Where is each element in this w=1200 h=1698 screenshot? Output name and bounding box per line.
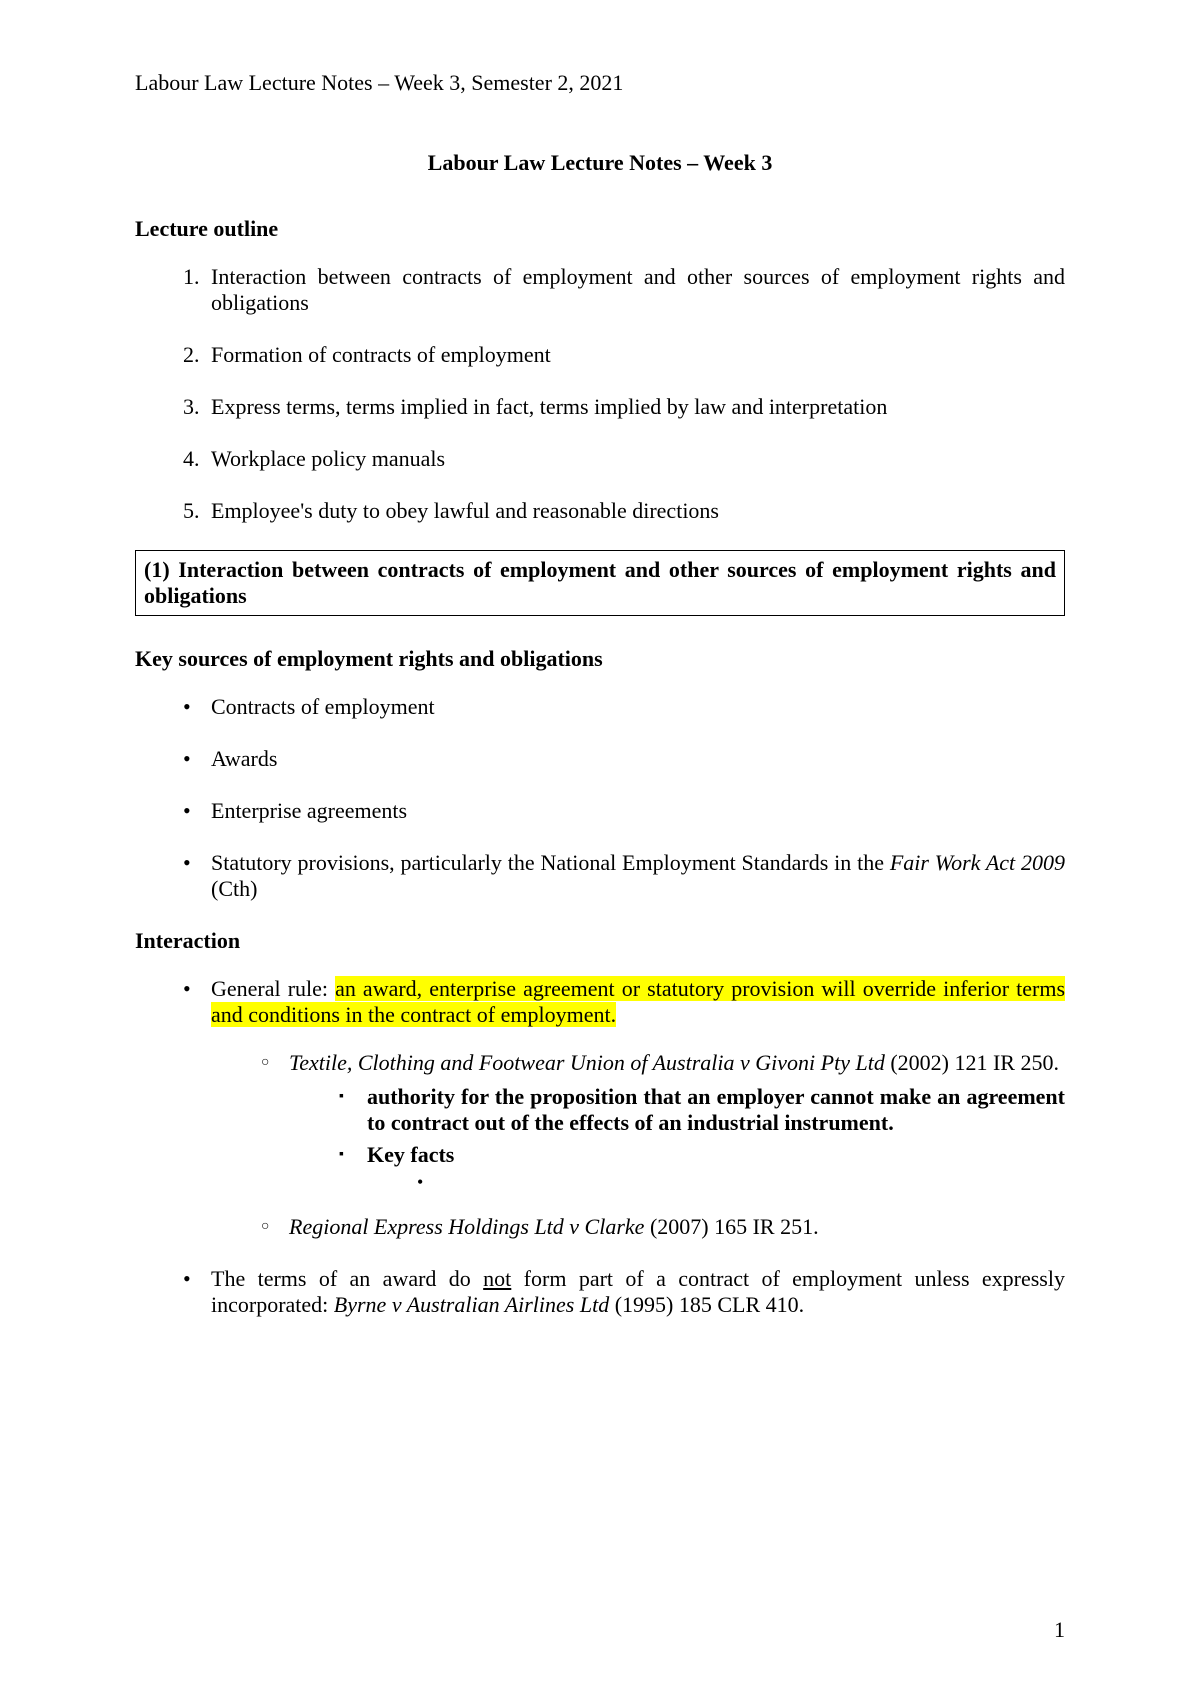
list-item: Awards (183, 746, 1065, 772)
case-details: authority for the proposition that an em… (289, 1084, 1065, 1192)
outline-item: Workplace policy manuals (183, 446, 1065, 472)
text: Statutory provisions, particularly the N… (211, 850, 890, 875)
key-facts-label: Key facts (339, 1142, 1065, 1192)
list-item: Enterprise agreements (183, 798, 1065, 824)
case-authority: authority for the proposition that an em… (339, 1084, 1065, 1136)
interaction-list: General rule: an award, enterprise agree… (135, 976, 1065, 1318)
case-citation: (1995) 185 CLR 410. (609, 1292, 804, 1317)
case-item: Regional Express Holdings Ltd v Clarke (… (261, 1214, 1065, 1240)
list-item: Statutory provisions, particularly the N… (183, 850, 1065, 902)
text: The terms of an award do (211, 1266, 483, 1291)
lecture-outline-label: Lecture outline (135, 216, 1065, 242)
text: authority for the proposition that an em… (367, 1084, 1065, 1135)
key-sources-label: Key sources of employment rights and obl… (135, 646, 1065, 672)
outline-item: Employee's duty to obey lawful and reaso… (183, 498, 1065, 524)
case-list: Textile, Clothing and Footwear Union of … (211, 1050, 1065, 1240)
outline-item: Formation of contracts of employment (183, 342, 1065, 368)
page-number: 1 (1054, 1617, 1065, 1643)
highlighted-text: an award, enterprise agreement or statut… (211, 976, 1065, 1027)
empty-bullet (417, 1172, 1065, 1192)
list-item: General rule: an award, enterprise agree… (183, 976, 1065, 1240)
act-name: Fair Work Act 2009 (890, 850, 1065, 875)
case-citation: (2002) 121 IR 250. (885, 1050, 1059, 1075)
page-header: Labour Law Lecture Notes – Week 3, Semes… (135, 70, 1065, 96)
text: General rule: (211, 976, 335, 1001)
case-citation: (2007) 165 IR 251. (644, 1214, 818, 1239)
case-item: Textile, Clothing and Footwear Union of … (261, 1050, 1065, 1192)
case-name: Regional Express Holdings Ltd v Clarke (289, 1214, 644, 1239)
key-facts-list (367, 1172, 1065, 1192)
key-sources-list: Contracts of employment Awards Enterpris… (135, 694, 1065, 902)
case-name: Byrne v Australian Airlines Ltd (334, 1292, 609, 1317)
text: Key facts (367, 1142, 454, 1167)
interaction-label: Interaction (135, 928, 1065, 954)
outline-item: Interaction between contracts of employm… (183, 264, 1065, 316)
document-title: Labour Law Lecture Notes – Week 3 (135, 150, 1065, 176)
outline-item: Express terms, terms implied in fact, te… (183, 394, 1065, 420)
list-item: The terms of an award do not form part o… (183, 1266, 1065, 1318)
section-1-heading: (1) Interaction between contracts of emp… (135, 550, 1065, 616)
underlined-text: not (483, 1266, 511, 1291)
outline-list: Interaction between contracts of employm… (135, 264, 1065, 524)
list-item: Contracts of employment (183, 694, 1065, 720)
text: (Cth) (211, 876, 257, 901)
case-name: Textile, Clothing and Footwear Union of … (289, 1050, 885, 1075)
